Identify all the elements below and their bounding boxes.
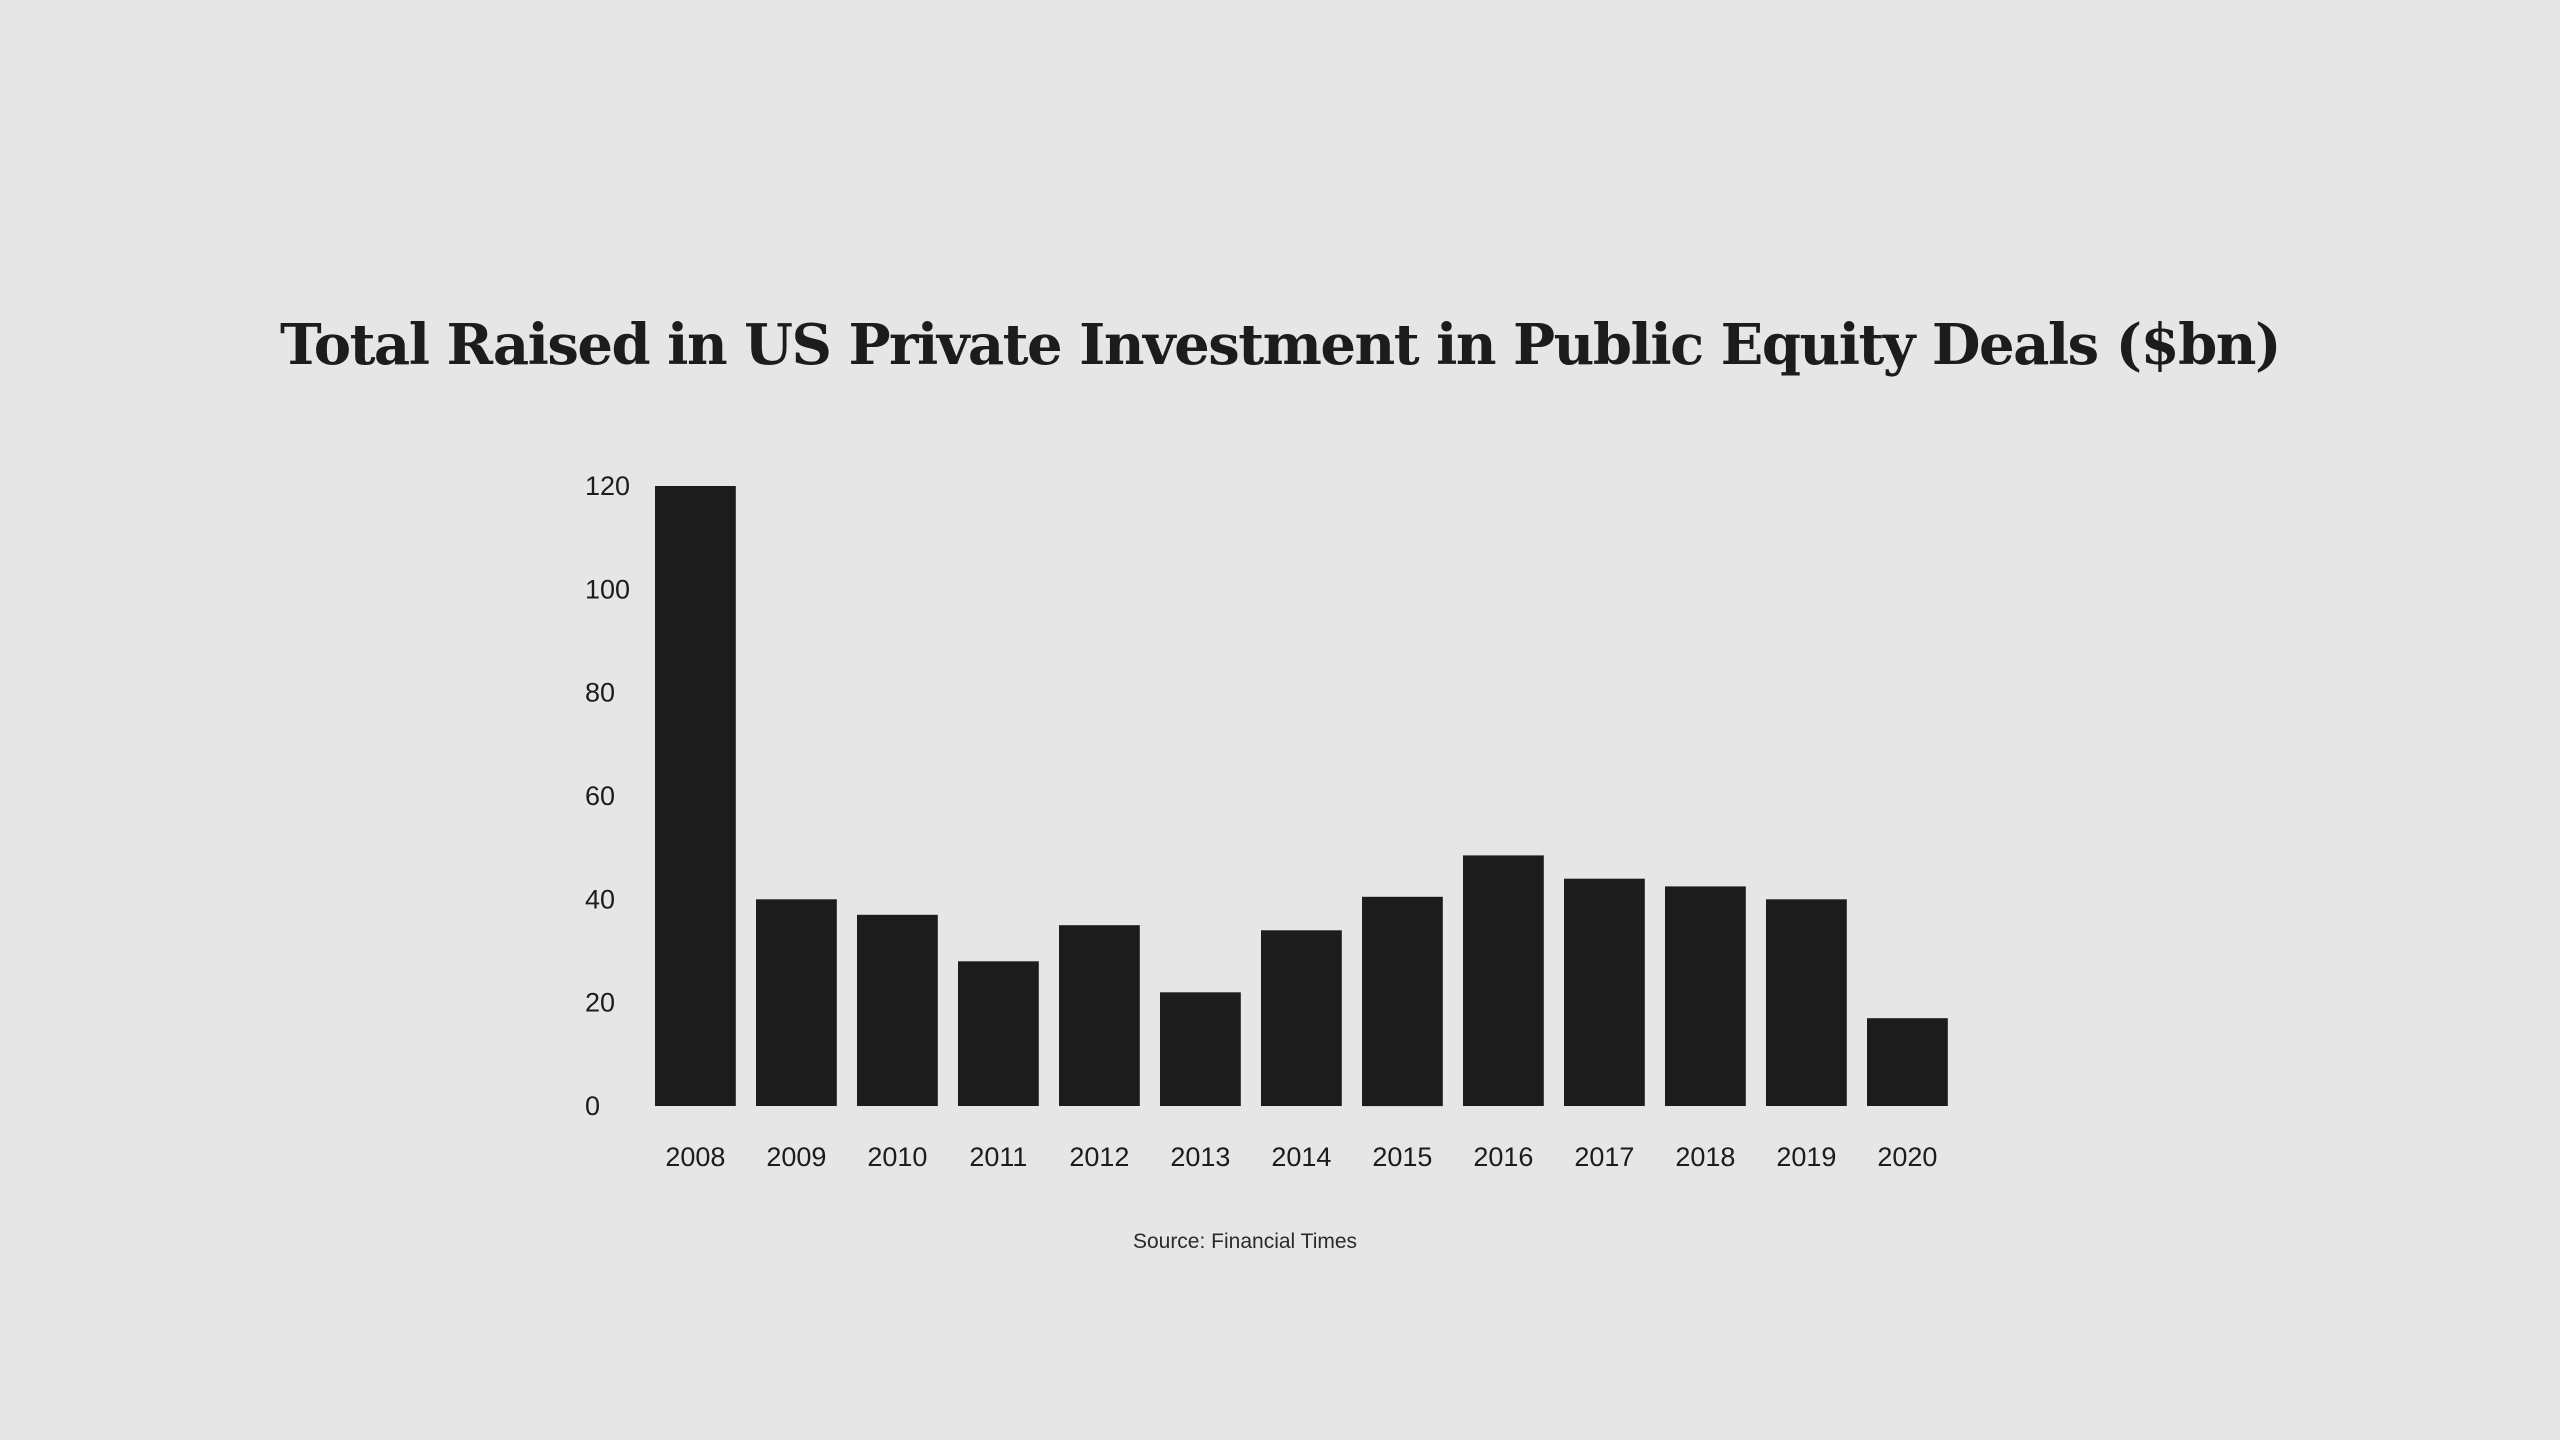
x-tick-label: 2010 [867, 1142, 927, 1172]
x-axis: 2008 2009 2010 2011 2012 2013 2014 2015 2016 2017… [665, 1142, 1937, 1172]
bar-2011 [958, 961, 1039, 1106]
bar-2015 [1362, 896, 1443, 1107]
x-tick-label: 2019 [1776, 1142, 1836, 1172]
x-tick-label: 2015 [1372, 1142, 1432, 1172]
y-axis: 0 20 40 60 80 100 120 [585, 471, 630, 1121]
bar-2018 [1665, 886, 1746, 1106]
x-tick-label: 2008 [665, 1142, 725, 1172]
y-tick-label: 0 [585, 1091, 600, 1121]
y-tick-label: 40 [585, 884, 615, 914]
chart-title: Total Raised in US Private Investment in… [279, 312, 2282, 378]
bar-2019 [1766, 899, 1847, 1106]
bar-2014 [1261, 930, 1342, 1106]
bars [655, 486, 1948, 1107]
x-tick-label: 2012 [1069, 1142, 1129, 1172]
y-tick-label: 20 [585, 988, 615, 1018]
x-tick-label: 2014 [1271, 1142, 1331, 1172]
x-tick-label: 2017 [1574, 1142, 1634, 1172]
x-tick-label: 2009 [766, 1142, 826, 1172]
y-tick-label: 100 [585, 574, 630, 604]
bar-2016 [1463, 855, 1544, 1106]
y-tick-label: 80 [585, 678, 615, 708]
x-tick-label: 2020 [1877, 1142, 1937, 1172]
bar-2013 [1160, 992, 1241, 1106]
x-tick-label: 2016 [1473, 1142, 1533, 1172]
x-tick-label: 2011 [969, 1142, 1027, 1172]
source-note: Source: Financial Times [1132, 1230, 1358, 1253]
bar-2008 [655, 486, 736, 1106]
x-tick-label: 2018 [1675, 1142, 1735, 1172]
y-tick-label: 60 [585, 781, 615, 811]
y-tick-label: 120 [585, 471, 630, 501]
bar-2020 [1867, 1018, 1948, 1106]
x-tick-label: 2013 [1170, 1142, 1230, 1172]
bar-2012 [1059, 925, 1140, 1106]
bar-2010 [857, 914, 938, 1106]
bar-2017 [1564, 878, 1645, 1106]
bar-2009 [756, 899, 837, 1106]
